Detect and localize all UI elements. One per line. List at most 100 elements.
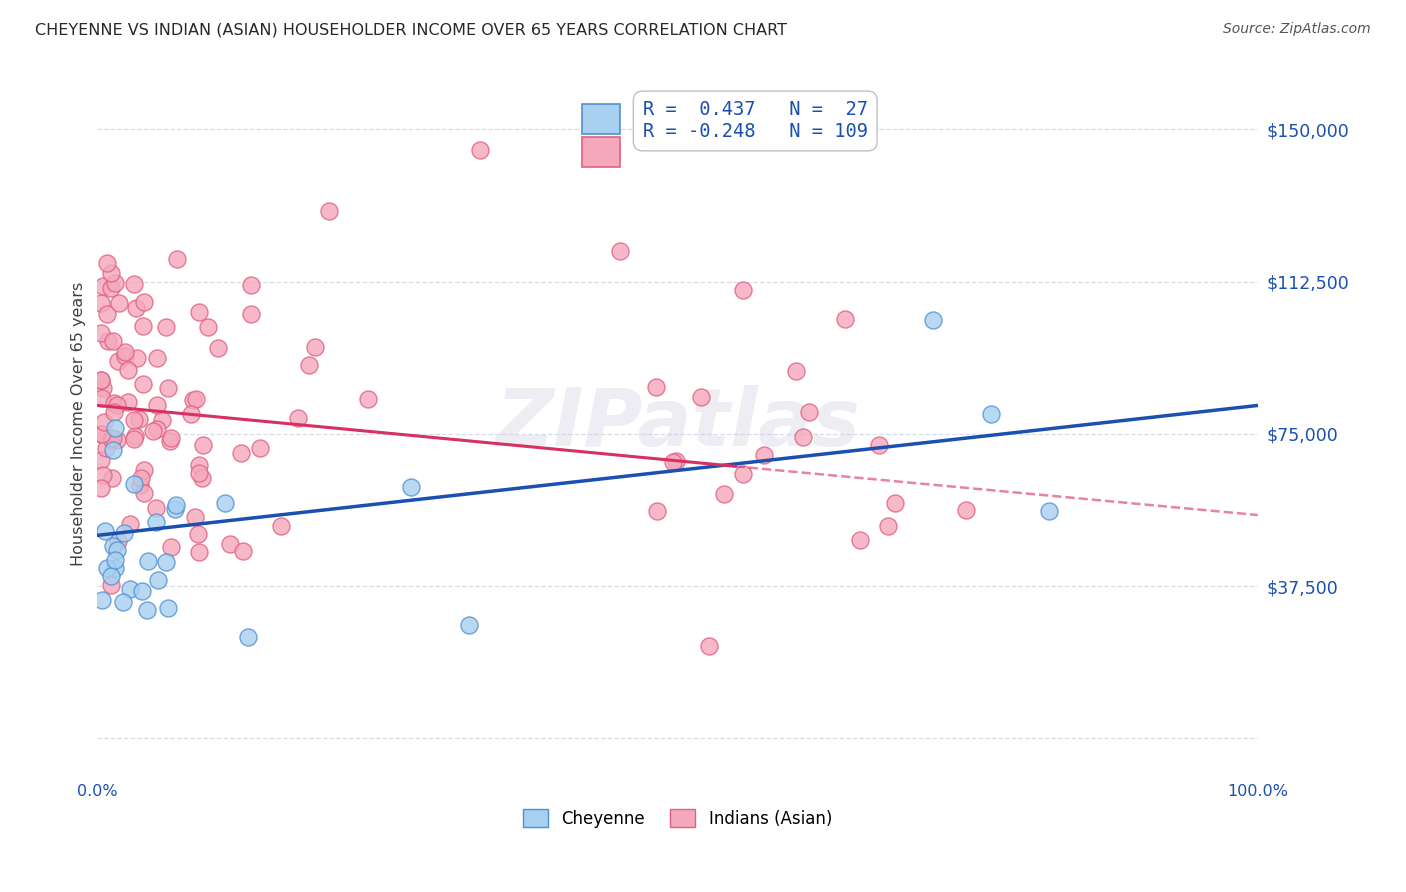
Point: [93, 416, 115, 430]
Point: [146, 573, 169, 587]
Point: [232, 543, 254, 558]
Point: [136, 603, 159, 617]
Text: Source: ZipAtlas.com: Source: ZipAtlas.com: [1223, 22, 1371, 37]
Point: [165, 498, 187, 512]
Point: [90, 296, 112, 310]
Point: [101, 471, 124, 485]
Point: [197, 320, 219, 334]
Point: [100, 578, 122, 592]
Point: [207, 341, 229, 355]
Point: [457, 617, 479, 632]
Point: [1038, 504, 1060, 518]
Point: [125, 301, 148, 315]
Point: [797, 405, 820, 419]
Point: [157, 601, 180, 615]
Point: [134, 294, 156, 309]
Point: [91, 593, 114, 607]
Point: [101, 431, 124, 445]
Point: [120, 517, 142, 532]
Point: [101, 540, 124, 554]
Point: [731, 283, 754, 297]
Point: [91, 278, 114, 293]
Point: [114, 349, 136, 363]
Point: [132, 486, 155, 500]
Point: [90, 426, 112, 441]
Point: [188, 458, 211, 472]
FancyBboxPatch shape: [582, 137, 620, 168]
Point: [90, 373, 112, 387]
Point: [128, 412, 150, 426]
Text: ZIPatlas: ZIPatlas: [495, 384, 860, 463]
Point: [107, 398, 129, 412]
Point: [239, 277, 262, 292]
Point: [834, 311, 856, 326]
Point: [287, 410, 309, 425]
Point: [785, 364, 807, 378]
Point: [318, 203, 340, 218]
Point: [90, 373, 112, 387]
Point: [124, 429, 146, 443]
Point: [155, 555, 177, 569]
Point: [118, 582, 141, 597]
Point: [100, 569, 122, 583]
Point: [101, 443, 124, 458]
Point: [645, 504, 668, 518]
Point: [97, 334, 120, 349]
Point: [665, 454, 688, 468]
Point: [145, 516, 167, 530]
Point: [112, 595, 135, 609]
Point: [229, 446, 252, 460]
Point: [122, 413, 145, 427]
Point: [697, 639, 720, 653]
Point: [101, 334, 124, 348]
Point: [96, 256, 118, 270]
Point: [752, 448, 775, 462]
Point: [921, 313, 943, 327]
Point: [132, 463, 155, 477]
Point: [239, 308, 262, 322]
Point: [188, 467, 211, 481]
Point: [145, 351, 167, 365]
Point: [124, 477, 146, 491]
Point: [103, 405, 125, 419]
Point: [129, 471, 152, 485]
Point: [114, 344, 136, 359]
Point: [91, 391, 114, 405]
FancyBboxPatch shape: [582, 104, 620, 134]
Point: [191, 438, 214, 452]
Point: [100, 266, 122, 280]
Legend: Cheyenne, Indians (Asian): Cheyenne, Indians (Asian): [516, 803, 838, 835]
Point: [122, 277, 145, 292]
Point: [470, 143, 492, 157]
Point: [131, 583, 153, 598]
Point: [91, 468, 114, 483]
Point: [145, 501, 167, 516]
Point: [90, 326, 112, 341]
Point: [103, 396, 125, 410]
Point: [122, 433, 145, 447]
Point: [107, 534, 129, 549]
Point: [304, 340, 326, 354]
Point: [191, 471, 214, 485]
Point: [399, 480, 422, 494]
Point: [163, 501, 186, 516]
Point: [270, 519, 292, 533]
Point: [104, 421, 127, 435]
Text: CHEYENNE VS INDIAN (ASIAN) HOUSEHOLDER INCOME OVER 65 YEARS CORRELATION CHART: CHEYENNE VS INDIAN (ASIAN) HOUSEHOLDER I…: [35, 22, 787, 37]
Point: [107, 353, 129, 368]
Point: [214, 496, 236, 510]
Point: [142, 424, 165, 438]
Point: [146, 422, 169, 436]
Point: [136, 554, 159, 568]
Point: [90, 482, 112, 496]
Point: [100, 433, 122, 447]
Point: [298, 358, 321, 372]
Point: [160, 540, 183, 554]
Point: [131, 319, 153, 334]
Point: [249, 441, 271, 455]
Point: [180, 407, 202, 421]
Point: [160, 431, 183, 445]
Point: [146, 398, 169, 412]
Point: [644, 379, 666, 393]
Point: [91, 427, 114, 442]
